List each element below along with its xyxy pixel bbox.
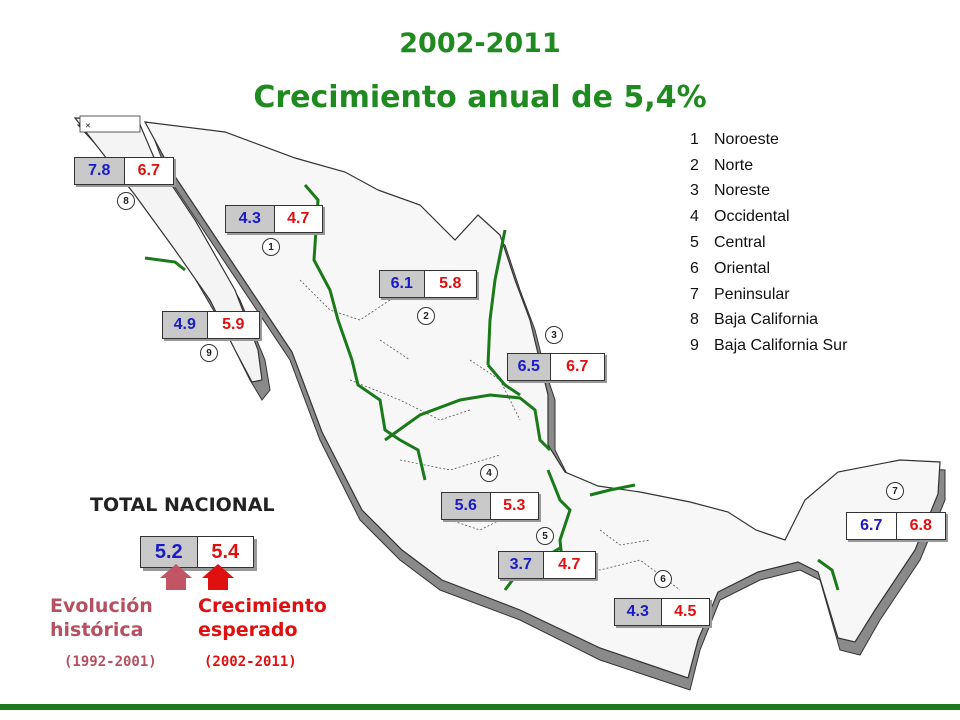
region-9-expected: 5.9 [222,316,245,333]
expected-caption: Crecimiento esperado [198,595,327,641]
legend-item: 1 Noroeste [690,130,779,148]
legend-item: 9 Baja California Sur [690,337,848,355]
region-7-historical: 6.7 [847,513,897,539]
region-9-number: 9 [200,344,218,362]
region-2-expected: 5.8 [439,275,462,292]
region-3-number: 3 [545,326,563,344]
region-5-expected: 4.7 [558,556,581,573]
map-inset-label [79,115,141,133]
up-arrow-icon [202,564,234,590]
historical-period: (1992-2001) [64,654,157,670]
region-3-historical: 6.5 [508,354,551,380]
region-8-box: 7.8 6.7 [74,157,174,185]
region-2-historical: 6.1 [380,271,425,297]
region-6-box: 4.3 4.5 [614,598,710,626]
total-title: TOTAL NACIONAL [90,494,275,516]
map-inset-text: ✕ [85,123,91,130]
legend-item: 3 Noreste [690,182,771,200]
region-5-number: 5 [536,527,554,545]
region-3-box: 6.5 6.7 [507,353,605,381]
expected-period: (2002-2011) [204,654,297,670]
region-4-number: 4 [480,464,498,482]
region-5-box: 3.7 4.7 [498,551,596,579]
growth-subtitle: Crecimiento anual de 5,4% [253,80,707,115]
region-8-number: 8 [117,192,135,210]
region-divisions [144,184,840,591]
legend-item: 8 Baja California [690,311,819,329]
legend-item: 5 Central [690,234,766,252]
total-expected: 5.4 [197,537,253,567]
total-historical: 5.2 [141,537,198,567]
region-1-expected: 4.7 [287,210,310,227]
legend-item: 4 Occidental [690,208,790,226]
bottom-bar [0,704,960,710]
up-arrow-icon [160,564,192,590]
mainland [143,121,941,679]
region-8-historical: 7.8 [75,158,125,184]
region-3-expected: 6.7 [566,358,589,375]
region-6-number: 6 [654,570,672,588]
region-9-box: 4.9 5.9 [162,311,260,339]
region-7-number: 7 [886,482,904,500]
region-2-number: 2 [417,307,435,325]
region-1-number: 1 [262,238,280,256]
region-8-expected: 6.7 [137,162,160,179]
region-6-historical: 4.3 [615,599,662,625]
total-box: 5.2 5.4 [140,536,254,568]
legend-item: 6 Oriental [690,259,771,277]
period-title: 2002-2011 [399,28,561,59]
legend-item: 7 Peninsular [690,285,790,303]
region-1-box: 4.3 4.7 [225,205,323,233]
region-4-historical: 5.6 [442,493,491,519]
legend-item: 2 Norte [690,156,754,174]
region-6-expected: 4.5 [674,603,697,620]
region-5-historical: 3.7 [499,552,544,578]
region-7-expected: 6.8 [909,517,932,534]
region-4-expected: 5.3 [503,497,526,514]
region-9-historical: 4.9 [163,312,208,338]
historical-caption: Evolución histórica [50,595,153,641]
region-4-box: 5.6 5.3 [441,492,539,520]
region-1-historical: 4.3 [226,206,275,232]
region-2-box: 6.1 5.8 [379,270,477,298]
region-7-box: 6.7 6.8 [846,512,946,540]
